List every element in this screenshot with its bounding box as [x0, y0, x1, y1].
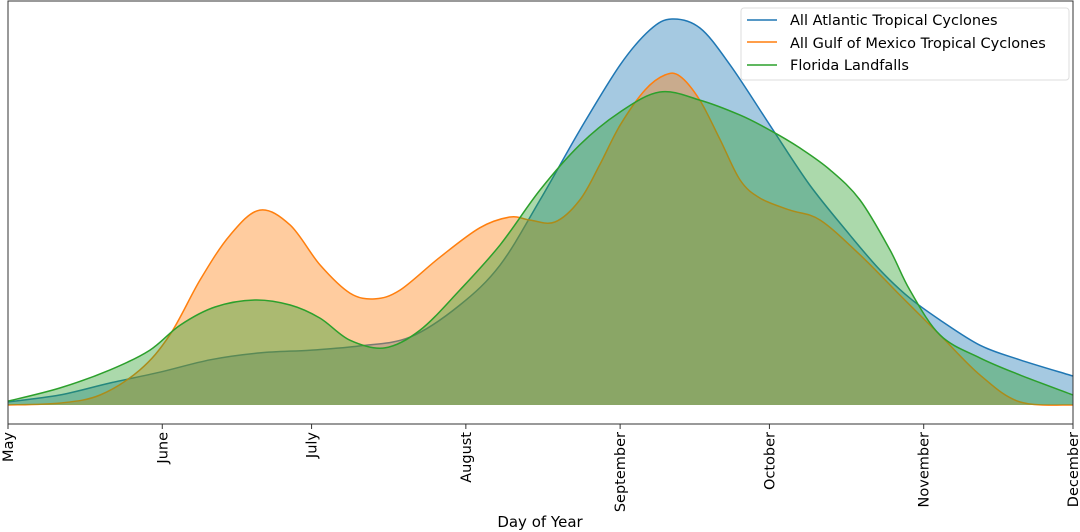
legend-label-florida: Florida Landfalls — [790, 58, 909, 74]
x-tick-label: June — [155, 432, 171, 465]
legend-frame — [740, 7, 1070, 81]
x-tick-label: July — [305, 432, 321, 459]
area-florida — [8, 91, 1073, 406]
x-axis-label: Day of Year — [497, 513, 583, 531]
x-tick-label: November — [917, 432, 933, 507]
legend-label-gulf: All Gulf of Mexico Tropical Cyclones — [790, 36, 1046, 52]
line-florida — [7, 90, 1074, 402]
x-tick-label: August — [459, 432, 475, 483]
line-gulf — [7, 72, 1074, 406]
x-axis: May June July August September October Novembe… — [1, 424, 1080, 512]
legend-label-atlantic: All Atlantic Tropical Cyclones — [790, 13, 998, 29]
legend: All Atlantic Tropical Cyclones All Gulf … — [740, 7, 1070, 81]
x-tick-label: May — [1, 432, 17, 462]
plot-frame — [7, 0, 1074, 425]
area-gulf — [8, 73, 1073, 406]
x-tick-label: December — [1066, 432, 1080, 507]
plot-series — [7, 18, 1074, 406]
line-atlantic — [7, 18, 1074, 403]
x-tick-label: October — [762, 432, 778, 490]
x-tick-label: September — [613, 432, 629, 512]
area-atlantic — [8, 18, 1073, 405]
